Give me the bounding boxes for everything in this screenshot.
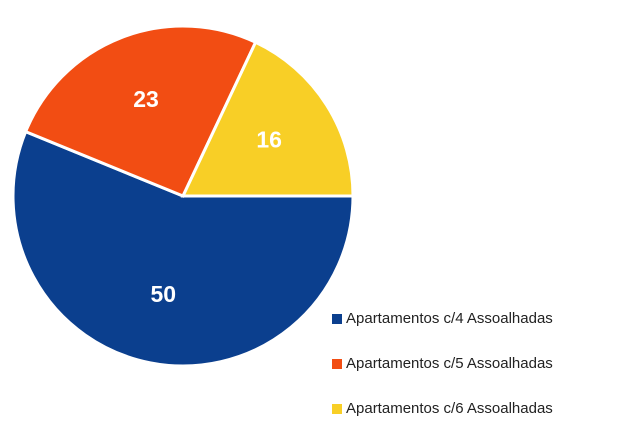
legend-swatch bbox=[332, 404, 342, 414]
legend-label: Apartamentos c/4 Assoalhadas bbox=[346, 310, 553, 327]
legend-label: Apartamentos c/5 Assoalhadas bbox=[346, 355, 553, 372]
slice-label: 23 bbox=[133, 86, 159, 112]
pie-slice bbox=[11, 129, 355, 368]
legend-label: Apartamentos c/6 Assoalhadas bbox=[346, 400, 553, 417]
slice-label: 16 bbox=[256, 126, 282, 152]
legend-swatch bbox=[332, 314, 342, 324]
pie-slice bbox=[23, 24, 258, 198]
pie-slice bbox=[180, 40, 355, 198]
slice-label: 50 bbox=[151, 281, 177, 307]
legend-swatch bbox=[332, 359, 342, 369]
